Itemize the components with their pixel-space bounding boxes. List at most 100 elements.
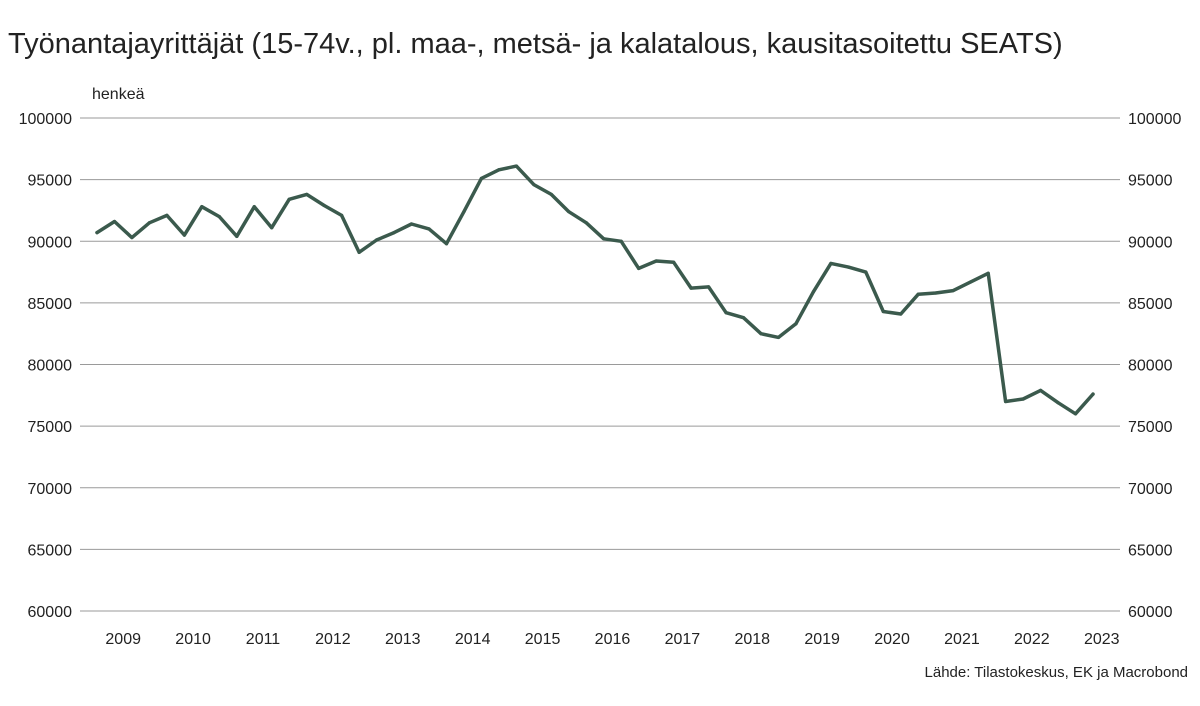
data-point [392, 231, 396, 235]
data-point [794, 322, 798, 326]
x-tick-label: 2016 [595, 631, 631, 648]
data-point [252, 205, 256, 209]
x-tick-label: 2017 [665, 631, 701, 648]
data-point [427, 227, 431, 231]
x-tick-label: 2018 [734, 631, 770, 648]
y-tick-label-left: 65000 [28, 542, 73, 559]
data-point [182, 233, 186, 237]
data-point [270, 226, 274, 230]
x-tick-label: 2009 [105, 631, 141, 648]
data-point [340, 213, 344, 217]
y-tick-label-left: 90000 [28, 234, 73, 251]
data-point [1056, 401, 1060, 405]
data-point [374, 238, 379, 242]
data-point [969, 280, 973, 284]
x-tick-label: 2022 [1014, 631, 1050, 648]
y-tick-label-left: 100000 [19, 111, 72, 128]
y-tick-label-right: 100000 [1128, 111, 1181, 128]
data-point [444, 242, 449, 246]
x-tick-label: 2011 [246, 631, 281, 648]
y-tick-label-right: 75000 [1128, 419, 1173, 436]
x-tick-label: 2019 [804, 631, 840, 648]
series-layer [95, 164, 1095, 416]
data-point [759, 332, 763, 336]
data-point [1073, 412, 1078, 416]
data-point [112, 219, 117, 224]
data-point [1021, 397, 1025, 401]
data-point [532, 182, 536, 187]
data-point [357, 250, 361, 254]
y-tick-label-left: 60000 [28, 604, 73, 621]
gridlines [80, 117, 1120, 612]
x-axis: 2009 2010 2011 2012 2013 2014 2015 2016 2017 2018… [105, 631, 1119, 648]
series-line [95, 164, 1095, 416]
data-point [462, 210, 466, 214]
x-tick-label: 2014 [455, 631, 491, 648]
data-point [549, 192, 553, 197]
data-point [986, 271, 990, 275]
data-point [322, 203, 326, 208]
data-point [881, 309, 885, 314]
data-point [235, 234, 239, 238]
data-point [829, 261, 833, 266]
data-point [1038, 388, 1043, 392]
data-point [200, 205, 204, 209]
x-tick-label: 2021 [944, 631, 980, 648]
data-point [514, 164, 518, 168]
data-point [637, 266, 641, 270]
data-point [497, 168, 501, 172]
data-point [899, 312, 903, 316]
data-point [305, 192, 309, 197]
y-tick-label-left: 85000 [28, 296, 73, 313]
data-point [706, 285, 711, 289]
x-tick-label: 2023 [1084, 631, 1120, 648]
data-point [479, 176, 484, 180]
data-point [672, 260, 676, 264]
y-tick-label-right: 65000 [1128, 542, 1173, 559]
x-tick-label: 2015 [525, 631, 561, 648]
data-point [916, 292, 920, 296]
data-point [409, 222, 414, 226]
data-point [689, 286, 693, 290]
y-tick-label-left: 75000 [28, 419, 73, 436]
data-point [567, 210, 571, 214]
data-point [811, 290, 816, 294]
y-tick-label-right: 80000 [1128, 358, 1173, 375]
x-tick-label: 2010 [175, 631, 211, 648]
y-tick-label-left: 80000 [28, 358, 73, 375]
data-point [741, 316, 746, 320]
x-tick-label: 2013 [385, 631, 421, 648]
data-point [776, 335, 781, 339]
y-tick-label-right: 90000 [1128, 234, 1173, 251]
data-point [864, 270, 868, 274]
x-tick-label: 2012 [315, 631, 351, 648]
data-point [619, 239, 623, 243]
y-tick-label-left: 95000 [28, 173, 73, 190]
data-point [654, 259, 658, 263]
data-point [846, 265, 850, 269]
data-point [584, 221, 588, 225]
source-note: Lähde: Tilastokeskus, EK ja Macrobond [924, 664, 1188, 681]
data-point [1091, 392, 1095, 396]
y-axis-right: 100000 95000 90000 85000 80000 75000 70000 6500… [1128, 111, 1181, 621]
y-tick-label-right: 60000 [1128, 604, 1173, 621]
chart-title: Työnantajayrittäjät (15-74v., pl. maa-, … [8, 28, 1063, 60]
data-point [951, 288, 955, 293]
data-point [287, 197, 291, 201]
y-axis-left: 100000 95000 90000 85000 80000 75000 70000 6500… [19, 111, 72, 621]
data-point [1004, 399, 1008, 404]
y-tick-label-right: 95000 [1128, 173, 1173, 190]
data-point [602, 237, 606, 241]
x-tick-label: 2020 [874, 631, 910, 648]
data-point [165, 213, 169, 217]
y-tick-label-left: 70000 [28, 481, 73, 498]
data-point [217, 215, 221, 219]
y-tick-label-right: 85000 [1128, 296, 1173, 313]
data-point [934, 291, 938, 295]
data-point [147, 221, 152, 225]
y-tick-label-right: 70000 [1128, 481, 1173, 498]
y-unit-label: henkeä [92, 86, 145, 103]
data-point [724, 311, 728, 315]
data-point [130, 235, 134, 240]
